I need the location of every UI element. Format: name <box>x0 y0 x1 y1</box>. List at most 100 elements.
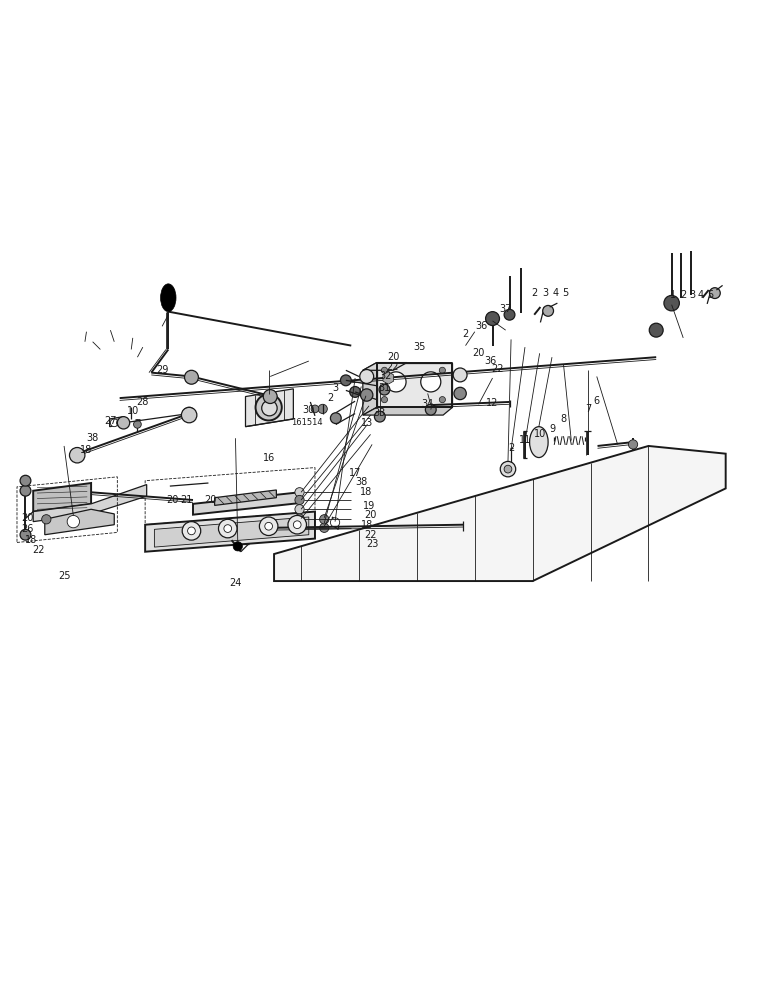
Polygon shape <box>363 363 407 370</box>
Circle shape <box>224 525 232 532</box>
Circle shape <box>117 417 130 429</box>
Circle shape <box>454 387 466 400</box>
Circle shape <box>20 485 31 496</box>
Circle shape <box>379 384 390 395</box>
Text: 8: 8 <box>560 414 567 424</box>
Text: 2: 2 <box>680 290 686 300</box>
Text: 27: 27 <box>104 416 117 426</box>
Text: 161514: 161514 <box>292 418 323 427</box>
Text: 10: 10 <box>127 406 139 416</box>
Text: 18: 18 <box>25 535 37 545</box>
Ellipse shape <box>530 427 548 458</box>
Polygon shape <box>377 363 452 407</box>
Circle shape <box>500 461 516 477</box>
Circle shape <box>259 517 278 536</box>
Text: 37: 37 <box>499 304 512 314</box>
Circle shape <box>486 312 499 326</box>
Circle shape <box>320 523 329 532</box>
Polygon shape <box>363 363 377 415</box>
Circle shape <box>262 400 277 416</box>
Circle shape <box>709 288 720 299</box>
Circle shape <box>330 413 341 424</box>
Text: 12: 12 <box>486 398 499 408</box>
Circle shape <box>439 397 445 403</box>
Text: 20: 20 <box>364 510 377 520</box>
Text: 33: 33 <box>374 408 386 418</box>
Text: 35: 35 <box>413 342 425 352</box>
Polygon shape <box>110 417 124 427</box>
Circle shape <box>218 519 237 538</box>
Text: 20: 20 <box>388 352 400 362</box>
Circle shape <box>533 436 545 448</box>
Text: 29: 29 <box>156 365 168 375</box>
Text: 24: 24 <box>229 578 242 588</box>
Text: 17: 17 <box>349 468 361 478</box>
Text: 1: 1 <box>670 290 676 300</box>
Circle shape <box>374 411 385 422</box>
Circle shape <box>295 514 304 523</box>
Circle shape <box>182 522 201 540</box>
Text: 3: 3 <box>333 383 339 393</box>
Text: 3: 3 <box>689 290 696 300</box>
Text: 20: 20 <box>21 513 33 523</box>
Text: 38: 38 <box>86 433 99 443</box>
Text: 11: 11 <box>519 435 531 445</box>
Circle shape <box>183 407 195 420</box>
Text: 4: 4 <box>698 290 704 300</box>
Text: 25: 25 <box>58 571 70 581</box>
Text: 9: 9 <box>549 424 555 434</box>
Circle shape <box>263 402 274 413</box>
Text: 36: 36 <box>475 321 487 331</box>
Polygon shape <box>45 509 114 535</box>
Circle shape <box>543 305 554 316</box>
Ellipse shape <box>161 284 176 312</box>
Text: 22: 22 <box>32 545 45 555</box>
Polygon shape <box>274 446 726 581</box>
Circle shape <box>293 521 301 529</box>
Text: 2: 2 <box>531 288 537 298</box>
Circle shape <box>188 527 195 535</box>
Polygon shape <box>145 512 315 552</box>
Text: 18: 18 <box>80 445 93 455</box>
Circle shape <box>20 475 31 486</box>
Circle shape <box>340 375 351 386</box>
Circle shape <box>110 419 118 427</box>
Circle shape <box>330 518 340 527</box>
Circle shape <box>42 515 51 524</box>
Circle shape <box>20 529 31 540</box>
Circle shape <box>134 420 141 428</box>
Text: 30: 30 <box>303 405 315 415</box>
Text: 22: 22 <box>386 362 398 372</box>
Circle shape <box>350 387 361 397</box>
Circle shape <box>386 372 406 392</box>
Text: 2: 2 <box>462 329 469 339</box>
Circle shape <box>263 390 277 403</box>
Circle shape <box>233 542 242 551</box>
Circle shape <box>295 523 304 532</box>
Circle shape <box>381 397 388 403</box>
Circle shape <box>311 405 319 413</box>
Text: 23: 23 <box>366 539 378 549</box>
Text: 5: 5 <box>707 290 713 300</box>
Circle shape <box>361 389 373 401</box>
Text: 28: 28 <box>137 397 149 407</box>
Circle shape <box>256 394 282 420</box>
Circle shape <box>504 465 512 473</box>
Text: 34: 34 <box>422 399 434 409</box>
Text: 22: 22 <box>364 530 377 540</box>
Text: 20: 20 <box>472 348 485 358</box>
Text: 3: 3 <box>542 288 548 298</box>
Circle shape <box>117 419 124 427</box>
Polygon shape <box>245 389 293 427</box>
Text: 20: 20 <box>204 495 216 505</box>
Polygon shape <box>193 492 300 515</box>
Circle shape <box>381 367 388 373</box>
Text: 32: 32 <box>380 371 392 381</box>
Circle shape <box>360 370 374 383</box>
Text: 16: 16 <box>262 453 275 463</box>
Circle shape <box>295 505 304 514</box>
Polygon shape <box>363 407 452 415</box>
Circle shape <box>185 370 198 384</box>
Circle shape <box>649 323 663 337</box>
Text: 22: 22 <box>492 364 504 374</box>
